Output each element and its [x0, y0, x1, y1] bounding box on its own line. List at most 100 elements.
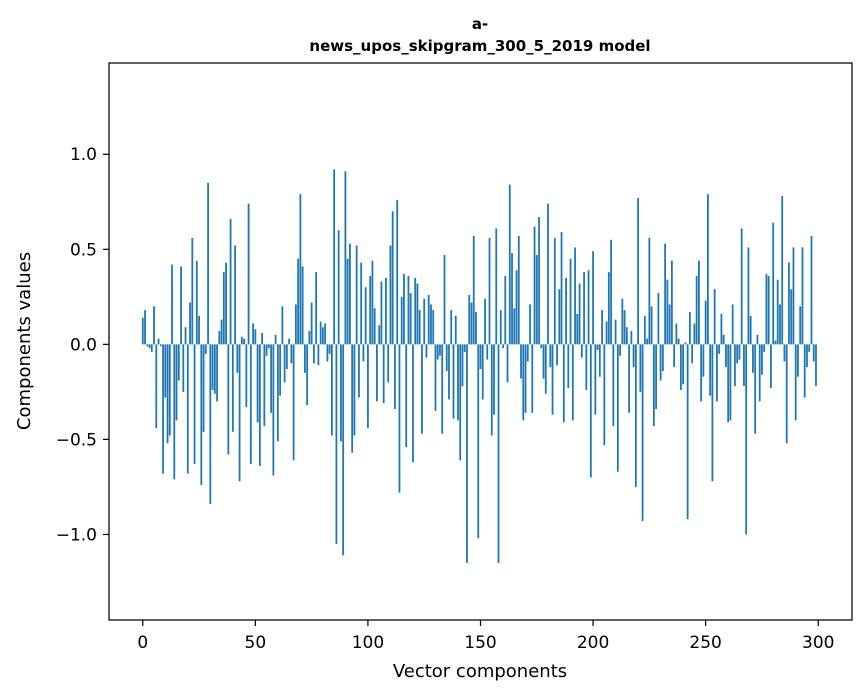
bar-102 — [371, 260, 374, 345]
bar-180 — [547, 203, 549, 345]
bar-211 — [616, 344, 619, 472]
chart-title: a- news_upos_skipgram_300_5_2019 model — [309, 15, 650, 55]
bar-118 — [407, 275, 410, 345]
bar-270 — [749, 315, 752, 345]
bar-220 — [637, 197, 640, 345]
bar-227 — [652, 344, 655, 427]
bar-193 — [576, 313, 579, 345]
bar-272 — [754, 344, 757, 434]
bar-151 — [481, 344, 484, 400]
bar-260 — [727, 344, 730, 423]
bar-206 — [605, 321, 608, 345]
bar-259 — [725, 344, 727, 368]
bar-231 — [661, 344, 664, 371]
bar-57 — [270, 344, 273, 413]
bar-115 — [400, 296, 403, 345]
bar-268 — [745, 344, 748, 535]
bar-294 — [803, 344, 806, 398]
bar-297 — [810, 235, 813, 345]
bar-74 — [308, 331, 311, 345]
bar-56 — [267, 344, 270, 349]
bar-2 — [146, 344, 149, 347]
bar-110 — [389, 245, 392, 345]
bar-42 — [236, 344, 239, 373]
bar-226 — [650, 306, 653, 345]
x-tick-label: 150 — [464, 633, 496, 653]
bar-112 — [394, 344, 396, 409]
bar-235 — [670, 260, 673, 345]
y-tick-label: −0.5 — [56, 430, 97, 450]
bar-170 — [524, 344, 527, 413]
x-axis: 0 50 100 150 200 250 300 — [137, 620, 834, 653]
bar-284 — [781, 196, 784, 345]
bar-79 — [319, 321, 322, 345]
bar-87 — [337, 230, 340, 345]
bar-275 — [761, 344, 763, 375]
bar-16 — [177, 344, 180, 381]
bar-154 — [488, 237, 491, 345]
bar-103 — [373, 308, 376, 345]
bar-205 — [603, 344, 606, 446]
bar-133 — [441, 344, 444, 434]
bar-228 — [655, 344, 658, 409]
bar-12 — [168, 344, 171, 436]
bar-34 — [218, 331, 221, 345]
bar-135 — [445, 344, 448, 371]
bar-4 — [150, 344, 153, 352]
bar-238 — [677, 338, 680, 345]
bar-126 — [425, 344, 428, 358]
bar-40 — [231, 344, 234, 432]
bar-45 — [243, 338, 245, 345]
bar-269 — [747, 247, 750, 345]
bar-298 — [812, 344, 815, 362]
bar-5 — [153, 306, 155, 345]
bar-88 — [340, 344, 342, 442]
bar-27 — [202, 344, 205, 432]
bar-52 — [258, 344, 261, 467]
bar-160 — [502, 344, 504, 349]
bar-216 — [628, 344, 630, 413]
bar-138 — [452, 344, 455, 419]
chart-title-line-1: a- — [472, 15, 488, 33]
bar-286 — [785, 344, 788, 444]
bar-91 — [346, 258, 349, 345]
bar-185 — [558, 289, 561, 345]
bar-258 — [722, 334, 725, 345]
bar-221 — [639, 344, 642, 392]
x-axis-label: Vector components — [393, 661, 567, 682]
bar-119 — [409, 293, 412, 345]
bar-159 — [499, 310, 502, 345]
bar-0 — [141, 317, 144, 345]
bar-195 — [580, 344, 583, 358]
bar-43 — [238, 344, 241, 482]
bar-9 — [162, 344, 164, 474]
bar-137 — [450, 310, 453, 345]
bar-120 — [412, 344, 414, 463]
bar-125 — [423, 298, 426, 345]
bar-131 — [436, 344, 439, 360]
bar-71 — [301, 266, 304, 345]
bar-246 — [695, 275, 698, 345]
bar-234 — [668, 304, 671, 345]
bar-243 — [688, 312, 691, 345]
bar-224 — [646, 338, 649, 345]
bar-197 — [585, 344, 588, 390]
bar-219 — [634, 344, 637, 487]
bar-277 — [765, 274, 768, 345]
bar-156 — [493, 344, 495, 415]
bar-series — [141, 169, 817, 563]
bar-3 — [148, 344, 151, 349]
bar-24 — [195, 260, 198, 345]
bar-186 — [560, 232, 563, 345]
bar-105 — [378, 325, 381, 345]
bar-157 — [495, 228, 498, 345]
bar-256 — [718, 344, 721, 354]
bar-62 — [281, 306, 284, 345]
y-tick-label: −1.0 — [56, 525, 97, 545]
bar-121 — [414, 277, 417, 345]
bar-248 — [700, 344, 703, 402]
bar-252 — [709, 344, 712, 396]
bar-267 — [743, 344, 745, 387]
bar-158 — [497, 344, 500, 563]
